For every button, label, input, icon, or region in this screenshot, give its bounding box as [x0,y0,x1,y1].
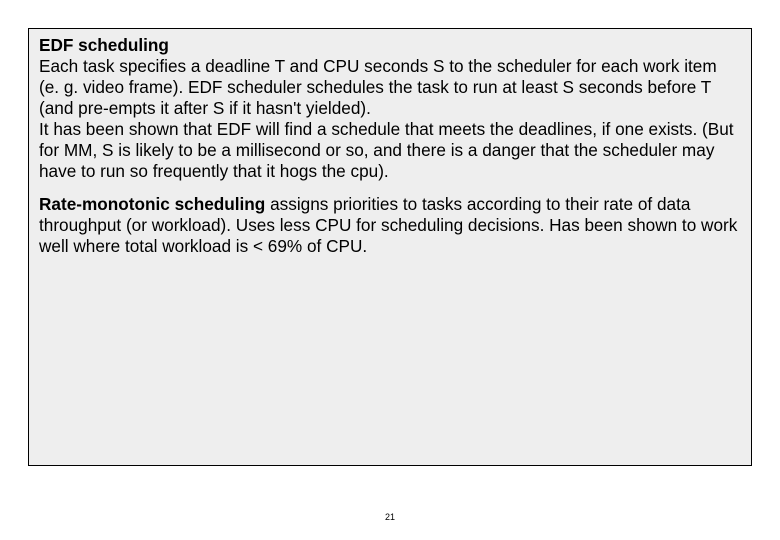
content-box: EDF scheduling Each task specifies a dea… [28,28,752,466]
paragraph-spacer [39,182,741,194]
edf-body: Each task specifies a deadline T and CPU… [39,56,734,181]
section-rate-monotonic: Rate-monotonic scheduling assigns priori… [39,194,741,257]
edf-heading: EDF scheduling [39,35,169,55]
page-number: 21 [0,512,780,522]
slide: EDF scheduling Each task specifies a dea… [0,0,780,540]
rate-monotonic-heading: Rate-monotonic scheduling [39,194,265,214]
section-edf: EDF scheduling Each task specifies a dea… [39,35,741,182]
